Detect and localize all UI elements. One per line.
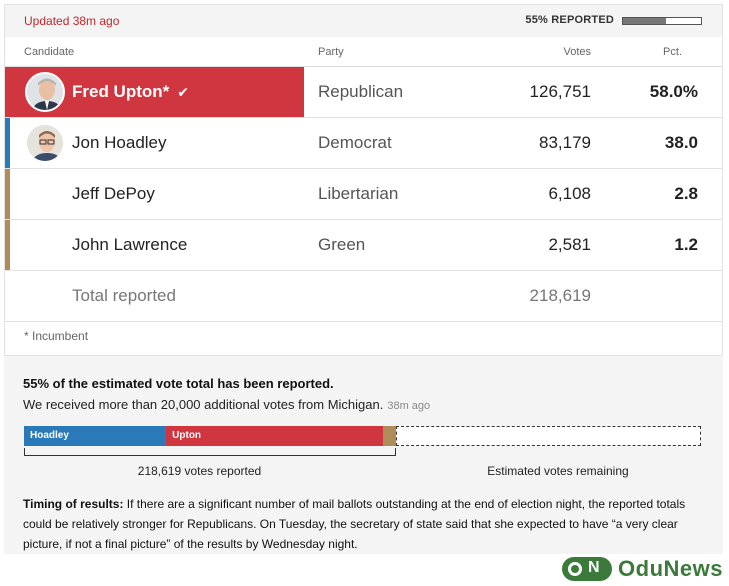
candidate-photo-icon <box>27 125 63 161</box>
total-row: Total reported 218,619 <box>5 271 722 322</box>
estimate-timestamp: 38m ago <box>387 400 431 412</box>
reported-caption: 218,619 votes reported <box>137 464 262 478</box>
candidate-votes: 6,108 <box>548 184 591 203</box>
reported-progress-bar <box>622 17 702 25</box>
results-topbar: Updated 38m ago 55% REPORTED <box>5 5 722 37</box>
candidate-pct: 38.0 <box>664 133 698 152</box>
checkmark-icon: ✔ <box>177 84 190 100</box>
party-color-accent <box>5 169 10 219</box>
watermark: N OduNews <box>562 556 723 582</box>
oduNews-logo-icon: N <box>562 557 613 581</box>
watermark-text: OduNews <box>618 556 723 581</box>
candidate-party: Democrat <box>318 133 392 152</box>
party-color-accent <box>5 220 10 270</box>
estimate-headline: 55% of the estimated vote total has been… <box>23 376 334 391</box>
avatar <box>25 123 65 163</box>
table-row: Fred Upton* ✔ Republican 126,751 58.0% <box>5 67 722 118</box>
remaining-caption: Estimated votes remaining <box>487 464 629 478</box>
timing-label: Timing of results: <box>23 497 124 511</box>
candidate-party: Libertarian <box>318 184 399 203</box>
timing-note: Timing of results: If there are a signif… <box>23 494 713 554</box>
candidate-name: Jon Hoadley <box>72 133 167 152</box>
column-votes: Votes <box>563 46 591 58</box>
total-votes: 218,619 <box>529 286 591 305</box>
candidate-party: Green <box>318 235 366 254</box>
candidate-name: John Lawrence <box>72 235 188 254</box>
bar-segment-other <box>382 426 397 446</box>
candidate-party: Republican <box>318 82 404 101</box>
results-widget: Updated 38m ago 55% REPORTED Candidate P… <box>4 4 723 356</box>
party-color-accent <box>5 118 10 168</box>
candidate-name: Jeff DePoy <box>72 184 155 203</box>
reported-label: 55% REPORTED <box>525 14 614 26</box>
avatar <box>25 72 65 112</box>
bar-segment-remaining <box>396 426 701 446</box>
reported-progress-fill <box>623 18 666 24</box>
total-label: Total reported <box>72 286 176 305</box>
candidate-votes: 126,751 <box>529 82 591 101</box>
timing-text: If there are a significant number of mai… <box>23 497 686 551</box>
table-row: John Lawrence Green 2,581 1.2 <box>5 220 722 271</box>
candidate-votes: 2,581 <box>548 235 591 254</box>
candidate-pct: 58.0% <box>649 82 698 101</box>
table-header: Candidate Party Votes Pct. <box>5 37 722 67</box>
incumbent-footnote: * Incumbent <box>24 329 89 343</box>
candidate-pct: 1.2 <box>674 235 698 254</box>
estimate-section: 55% of the estimated vote total has been… <box>4 356 723 554</box>
estimated-vote-bar: Hoadley Upton <box>24 426 701 446</box>
table-row: Jon Hoadley Democrat 83,179 38.0 <box>5 118 722 169</box>
table-row: Jeff DePoy Libertarian 6,108 2.8 <box>5 169 722 220</box>
candidate-name: Fred Upton* ✔ <box>72 82 190 101</box>
estimate-subline: We received more than 20,000 additional … <box>23 397 431 412</box>
candidate-pct: 2.8 <box>674 184 698 203</box>
bar-segment-upton: Upton <box>166 426 383 446</box>
bar-segment-hoadley: Hoadley <box>24 426 167 446</box>
column-candidate: Candidate <box>24 46 75 58</box>
reported-bracket <box>24 448 397 456</box>
candidate-votes: 83,179 <box>539 133 591 152</box>
updated-timestamp: Updated 38m ago <box>24 14 120 28</box>
column-pct: Pct. <box>663 46 682 58</box>
column-party: Party <box>318 46 344 58</box>
